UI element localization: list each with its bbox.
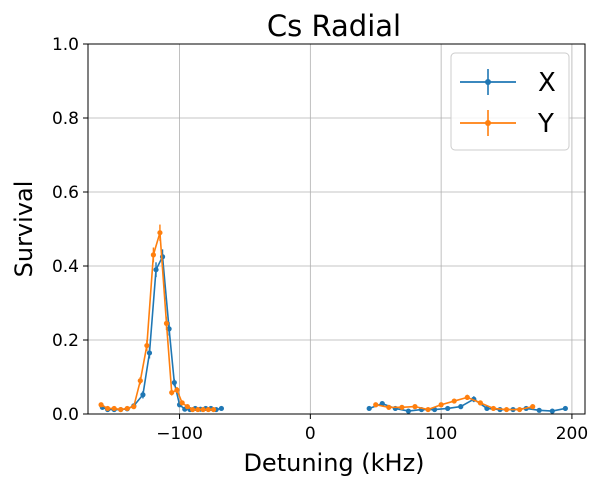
axis-ticks: −100 0 100 200 0.0 0.2 0.4 0.6 0.8 1.0 <box>52 35 588 444</box>
x-tick-label: 0 <box>305 424 316 444</box>
data-point <box>490 405 497 412</box>
data-point <box>205 406 211 413</box>
data-point <box>210 406 217 413</box>
data-point <box>184 404 190 410</box>
data-point <box>412 404 418 410</box>
y-tick-label: 0.2 <box>52 331 79 351</box>
data-point <box>171 379 177 386</box>
data-point <box>105 405 111 412</box>
data-point <box>477 400 483 406</box>
y-tick-label: 1.0 <box>52 35 79 55</box>
data-point <box>484 405 490 412</box>
data-point <box>200 406 206 413</box>
data-point <box>190 406 196 413</box>
data-point <box>451 398 457 404</box>
series-x <box>99 249 568 414</box>
data-point <box>464 394 470 400</box>
data-point <box>153 267 159 273</box>
data-point <box>549 408 555 414</box>
data-point <box>174 387 180 393</box>
legend: XY <box>450 52 570 151</box>
data-point <box>150 252 156 258</box>
data-point <box>503 406 510 413</box>
y-axis-label: Survival <box>10 181 38 278</box>
data-point <box>445 405 451 412</box>
legend-marker-x <box>485 79 491 85</box>
data-point <box>144 342 150 349</box>
y-tick-label: 0.8 <box>52 109 79 129</box>
x-tick-label: 200 <box>556 424 588 444</box>
data-point <box>386 404 392 410</box>
series-line <box>368 398 566 412</box>
data-point <box>405 408 412 414</box>
x-tick-label: −100 <box>156 424 203 444</box>
legend-marker-y <box>485 120 491 126</box>
data-point <box>438 402 444 408</box>
legend-label-x: X <box>538 68 556 98</box>
data-point <box>163 320 170 326</box>
data-point <box>157 230 163 236</box>
data-point <box>399 404 405 410</box>
data-point <box>458 404 464 410</box>
chart-title: Cs Radial <box>267 9 401 43</box>
data-point <box>131 404 137 410</box>
series-y <box>98 224 536 413</box>
data-point <box>425 406 431 413</box>
data-point <box>373 402 379 408</box>
data-point <box>562 405 568 412</box>
data-point <box>366 405 372 412</box>
series-line <box>102 255 222 411</box>
data-point <box>169 389 175 396</box>
plot-frame <box>87 43 586 415</box>
x-axis-label: Detuning (kHz) <box>243 449 424 477</box>
y-tick-label: 0.6 <box>52 183 79 203</box>
data-point <box>536 407 542 413</box>
data-point <box>137 378 143 384</box>
y-tick-label: 0.0 <box>52 405 79 425</box>
y-tick-label: 0.4 <box>52 257 79 277</box>
legend-label-y: Y <box>537 109 554 139</box>
data-point <box>530 404 536 410</box>
data-point <box>140 392 146 398</box>
data-point <box>111 405 117 412</box>
data-point <box>118 406 124 413</box>
series-layer <box>98 224 568 414</box>
data-point <box>124 405 130 412</box>
data-point <box>98 402 104 408</box>
data-point <box>379 401 385 407</box>
x-tick-label: 100 <box>425 424 457 444</box>
data-point <box>195 406 201 413</box>
data-point <box>146 350 153 356</box>
data-point <box>179 400 185 406</box>
series-line <box>100 231 214 411</box>
legend-box <box>450 52 570 151</box>
data-point <box>517 406 523 413</box>
data-point <box>218 405 225 412</box>
